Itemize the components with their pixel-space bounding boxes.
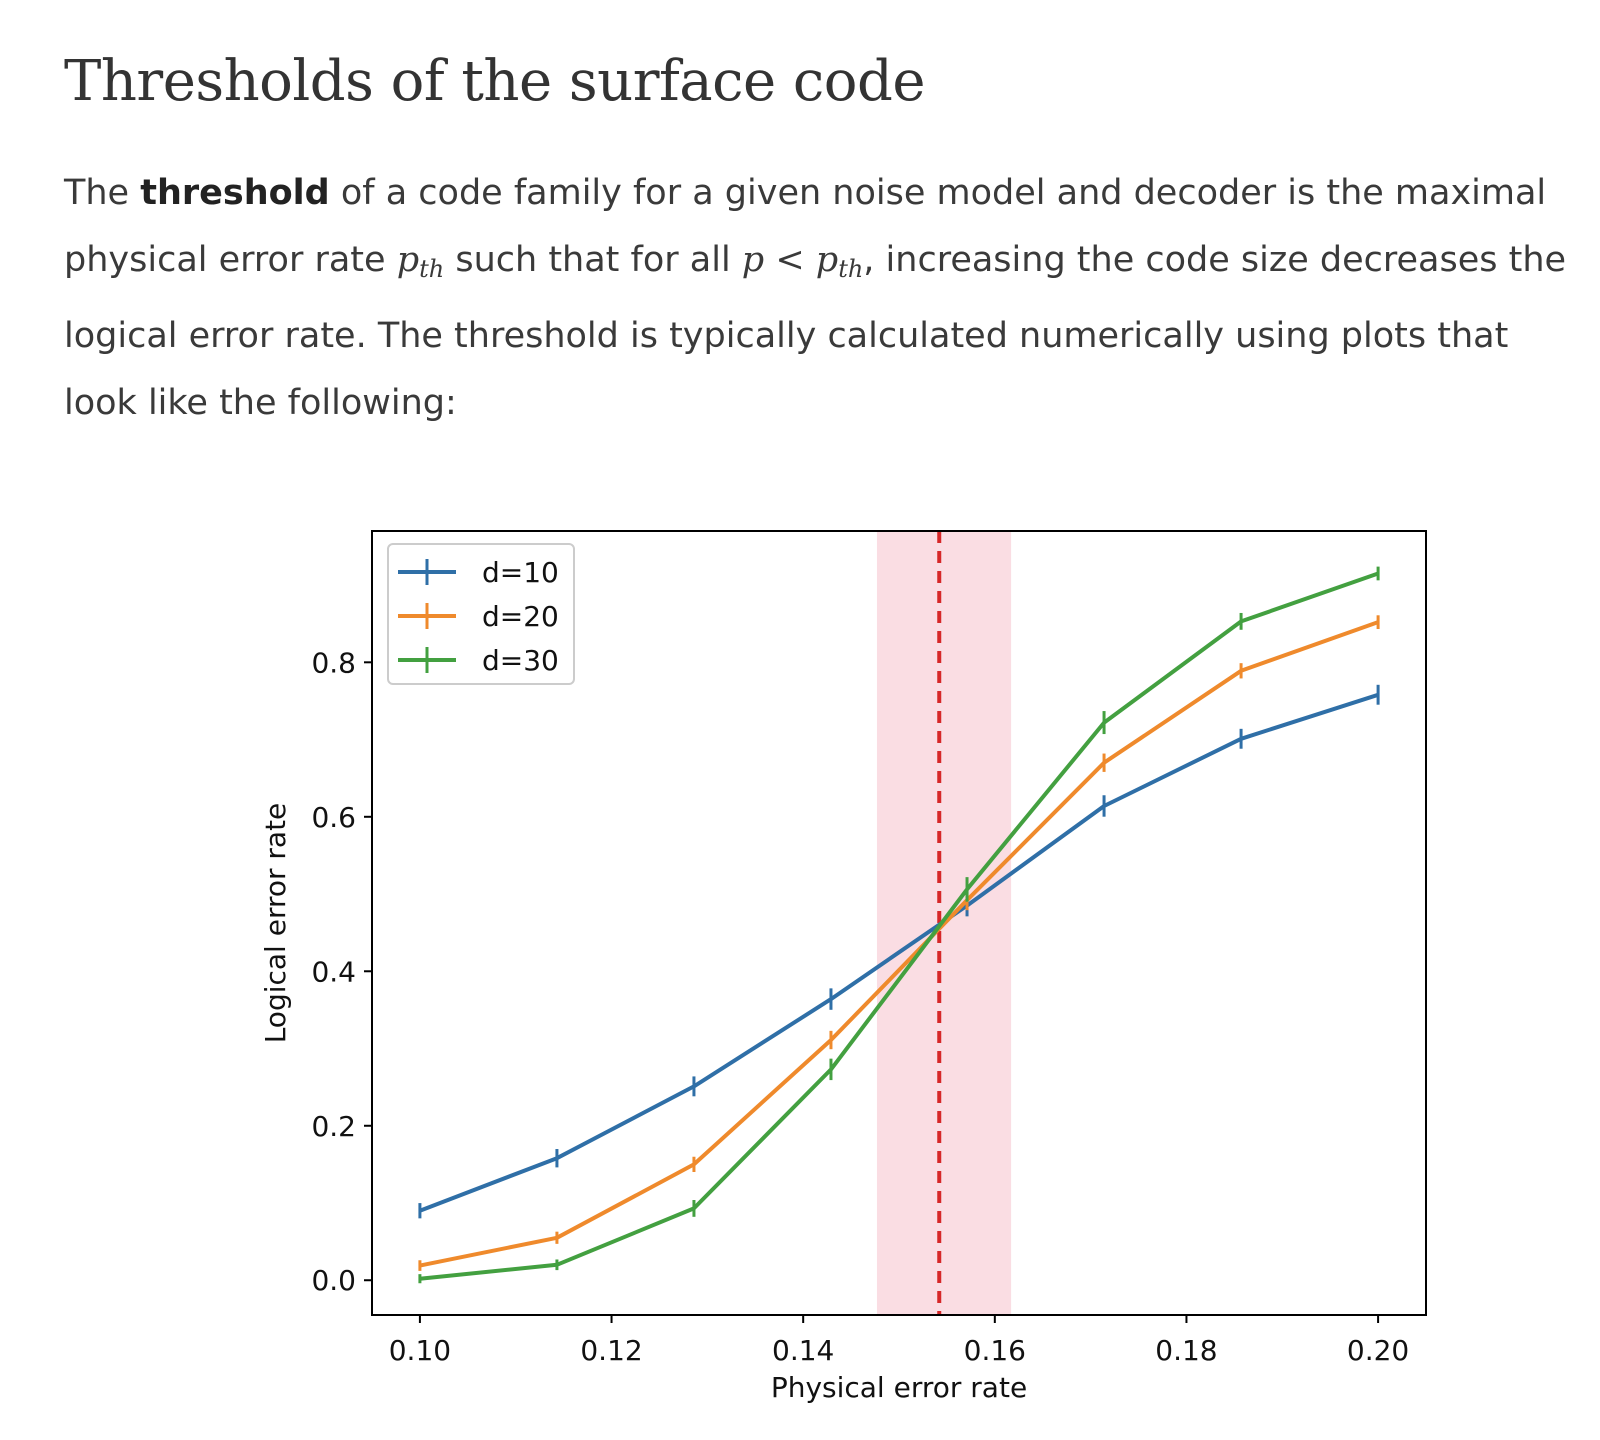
legend-entry-d=20: d=20 (398, 600, 559, 633)
threshold-chart: 0.10 0.12 0.14 0.16 0.18 0.20 0.0 0.2 0.4 0.6 0.8… (259, 530, 1427, 1404)
series-line-d=30 (419, 571, 1379, 1281)
math-p-th-2-subscript: th (838, 255, 864, 283)
y-tick-label: 0.4 (311, 955, 356, 988)
x-tick-label: 0.14 (772, 1334, 834, 1367)
intro-text-3: such that for all (444, 240, 742, 280)
math-p-th-2-base: p (815, 240, 839, 280)
math-less-than: < (764, 240, 816, 280)
series-layer (418, 566, 1380, 1284)
series-line-d=20 (419, 620, 1379, 1268)
legend-entry-d=10: d=10 (398, 556, 559, 589)
math-p-th-base: p (396, 240, 420, 280)
x-tick-label: 0.18 (1155, 1334, 1217, 1367)
y-axis-ticks: 0.0 0.2 0.4 0.6 0.8 (311, 646, 372, 1297)
math-p: p (741, 240, 765, 280)
math-p-th-subscript: th (419, 255, 445, 283)
legend-entry-d=30: d=30 (398, 644, 559, 677)
intro-text-2: of a code family for a given noise model… (64, 173, 1547, 280)
math-inequality: p < pth (741, 240, 864, 283)
legend-box (387, 543, 575, 685)
intro-paragraph: The threshold of a code family for a giv… (64, 160, 1574, 437)
x-tick-label: 0.10 (389, 1334, 451, 1367)
page-title: Thresholds of the surface code (64, 49, 925, 114)
y-tick-label: 0.8 (311, 646, 356, 679)
y-axis-label: Logical error rate (259, 803, 292, 1044)
threshold-term: threshold (140, 173, 330, 213)
x-axis-label: Physical error rate (771, 1371, 1027, 1404)
legend-label: d=20 (482, 600, 559, 633)
legend-label: d=10 (482, 556, 559, 589)
y-tick-label: 0.2 (311, 1110, 356, 1143)
y-tick-label: 0.6 (311, 801, 356, 834)
y-tick-label: 0.0 (311, 1264, 356, 1297)
legend: d=10 d=20 d=30 (387, 543, 575, 685)
x-tick-label: 0.12 (580, 1334, 642, 1367)
series-line-d=10 (419, 692, 1379, 1213)
plot-frame (371, 530, 1427, 1316)
x-tick-label: 0.16 (964, 1334, 1026, 1367)
intro-text-1: The (64, 173, 141, 213)
x-tick-label: 0.20 (1347, 1334, 1409, 1367)
math-p-th: pth (396, 240, 445, 283)
x-axis-ticks: 0.10 0.12 0.14 0.16 0.18 0.20 (389, 1315, 1409, 1367)
legend-label: d=30 (482, 644, 559, 677)
intro-text-4: , increasing the code size decreases the… (64, 240, 1567, 423)
